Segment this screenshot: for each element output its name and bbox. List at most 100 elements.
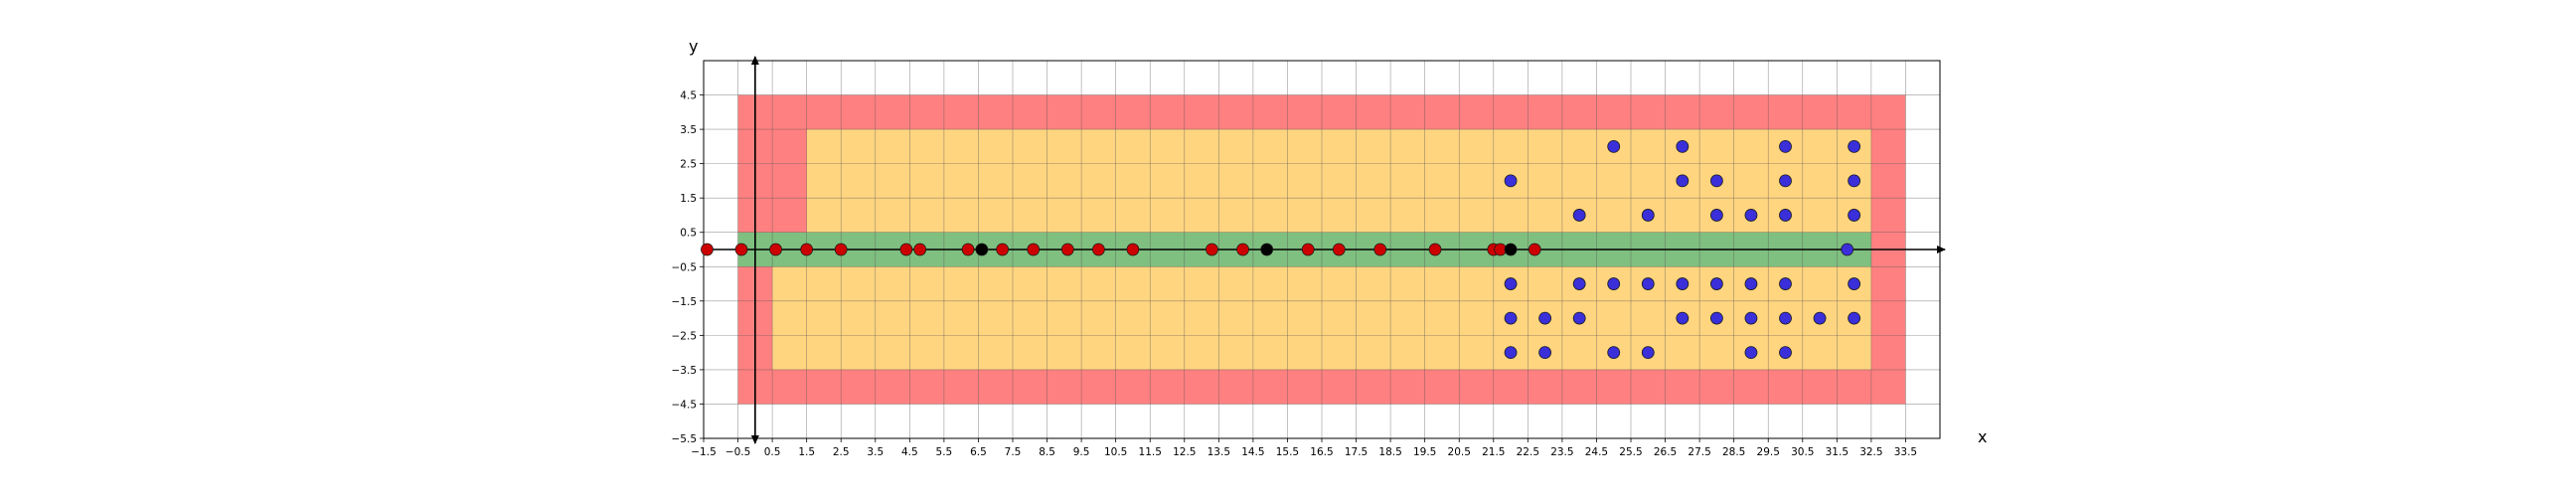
data-point — [1676, 277, 1690, 290]
data-point — [1641, 277, 1655, 290]
data-point — [1744, 311, 1758, 325]
data-point — [1813, 311, 1827, 325]
data-point — [1779, 311, 1792, 325]
x-tick-label: 22.5 — [1517, 446, 1539, 458]
data-point — [1676, 139, 1690, 153]
data-point — [1676, 174, 1690, 188]
x-tick-label: 17.5 — [1345, 446, 1368, 458]
data-point — [1744, 346, 1758, 360]
x-tick-label: 28.5 — [1722, 446, 1745, 458]
data-point — [1709, 174, 1723, 188]
data-point — [1848, 311, 1861, 325]
y-tick-label: −1.5 — [672, 296, 698, 308]
data-point — [1504, 311, 1518, 325]
x-tick-label: 1.5 — [798, 446, 815, 458]
data-point — [1504, 243, 1518, 256]
y-tick-label: 2.5 — [680, 159, 697, 171]
points-layer — [701, 139, 1861, 360]
x-tick-label: 31.5 — [1826, 446, 1849, 458]
data-point — [1676, 311, 1690, 325]
x-tick-label: 27.5 — [1688, 446, 1710, 458]
x-tick-label: 6.5 — [970, 446, 987, 458]
y-tick-label: −3.5 — [672, 365, 698, 377]
x-tick-label: 32.5 — [1859, 446, 1882, 458]
data-point — [1848, 174, 1861, 188]
x-tick-label: 5.5 — [936, 446, 953, 458]
data-point — [1504, 346, 1518, 360]
data-point — [734, 243, 748, 256]
x-tick-label: 21.5 — [1482, 446, 1505, 458]
data-point — [1709, 277, 1723, 290]
x-tick-label: 11.5 — [1139, 446, 1162, 458]
data-point — [1504, 174, 1518, 188]
x-tick-label: 14.5 — [1241, 446, 1264, 458]
data-point — [1126, 243, 1140, 256]
data-point — [1027, 243, 1041, 256]
data-point — [1260, 243, 1274, 256]
y-tick-label: 3.5 — [680, 124, 697, 136]
x-tick-label: 29.5 — [1757, 446, 1780, 458]
x-tick-label: 30.5 — [1791, 446, 1814, 458]
data-point — [1528, 243, 1541, 256]
x-tick-label: 15.5 — [1276, 446, 1299, 458]
x-tick-label: 12.5 — [1173, 446, 1196, 458]
data-point — [1779, 174, 1792, 188]
data-point — [1607, 139, 1621, 153]
data-point — [1607, 346, 1621, 360]
x-tick-label: 23.5 — [1550, 446, 1573, 458]
y-tick-label: 1.5 — [680, 193, 697, 205]
data-point — [701, 243, 714, 256]
data-point — [1779, 209, 1792, 222]
data-point — [1538, 311, 1552, 325]
x-tick-label: 25.5 — [1619, 446, 1642, 458]
data-point — [1779, 277, 1792, 290]
data-point — [1641, 346, 1655, 360]
x-tick-label: 24.5 — [1585, 446, 1608, 458]
y-tick-label: −5.5 — [672, 433, 698, 445]
x-tick-label: 9.5 — [1073, 446, 1090, 458]
data-point — [1572, 311, 1586, 325]
data-point — [1060, 243, 1074, 256]
data-point — [1641, 209, 1655, 222]
y-tick-label: 0.5 — [680, 228, 697, 240]
data-point — [1572, 277, 1586, 290]
data-point — [1091, 243, 1105, 256]
x-tick-label: 10.5 — [1104, 446, 1127, 458]
data-point — [961, 243, 975, 256]
x-tick-label: 0.5 — [764, 446, 781, 458]
data-point — [1607, 277, 1621, 290]
y-tick-label: −4.5 — [672, 399, 698, 411]
y-tick-label: 4.5 — [680, 90, 697, 102]
data-point — [769, 243, 782, 256]
data-point — [913, 243, 927, 256]
data-point — [1206, 243, 1218, 256]
data-point — [1848, 277, 1861, 290]
data-point — [1373, 243, 1387, 256]
x-tick-label: −0.5 — [725, 446, 751, 458]
data-point — [1572, 209, 1586, 222]
data-point — [1301, 243, 1315, 256]
data-point — [1538, 346, 1552, 360]
x-tick-label: 13.5 — [1208, 446, 1230, 458]
tick-layer: −1.5 −0.5 0.5 1.5 2.5 3.5 4.5 5.5 6.5 7.5 8.5 9.5 10… — [672, 90, 1918, 458]
data-point — [834, 243, 848, 256]
data-point — [1744, 209, 1758, 222]
data-point — [1236, 243, 1249, 256]
y-tick-label: −2.5 — [672, 330, 698, 342]
x-tick-label: 19.5 — [1413, 446, 1436, 458]
x-tick-label: 3.5 — [867, 446, 884, 458]
x-tick-label: 20.5 — [1448, 446, 1471, 458]
x-tick-label: 33.5 — [1894, 446, 1917, 458]
x-tick-label: 26.5 — [1654, 446, 1677, 458]
data-point — [899, 243, 913, 256]
x-tick-label: 18.5 — [1378, 446, 1401, 458]
data-point — [800, 243, 814, 256]
data-point — [1428, 243, 1442, 256]
data-point — [1779, 346, 1792, 360]
y-tick-label: −0.5 — [672, 261, 698, 273]
data-point — [1744, 277, 1758, 290]
x-tick-label: 16.5 — [1310, 446, 1333, 458]
data-point — [1779, 139, 1792, 153]
data-point — [975, 243, 989, 256]
